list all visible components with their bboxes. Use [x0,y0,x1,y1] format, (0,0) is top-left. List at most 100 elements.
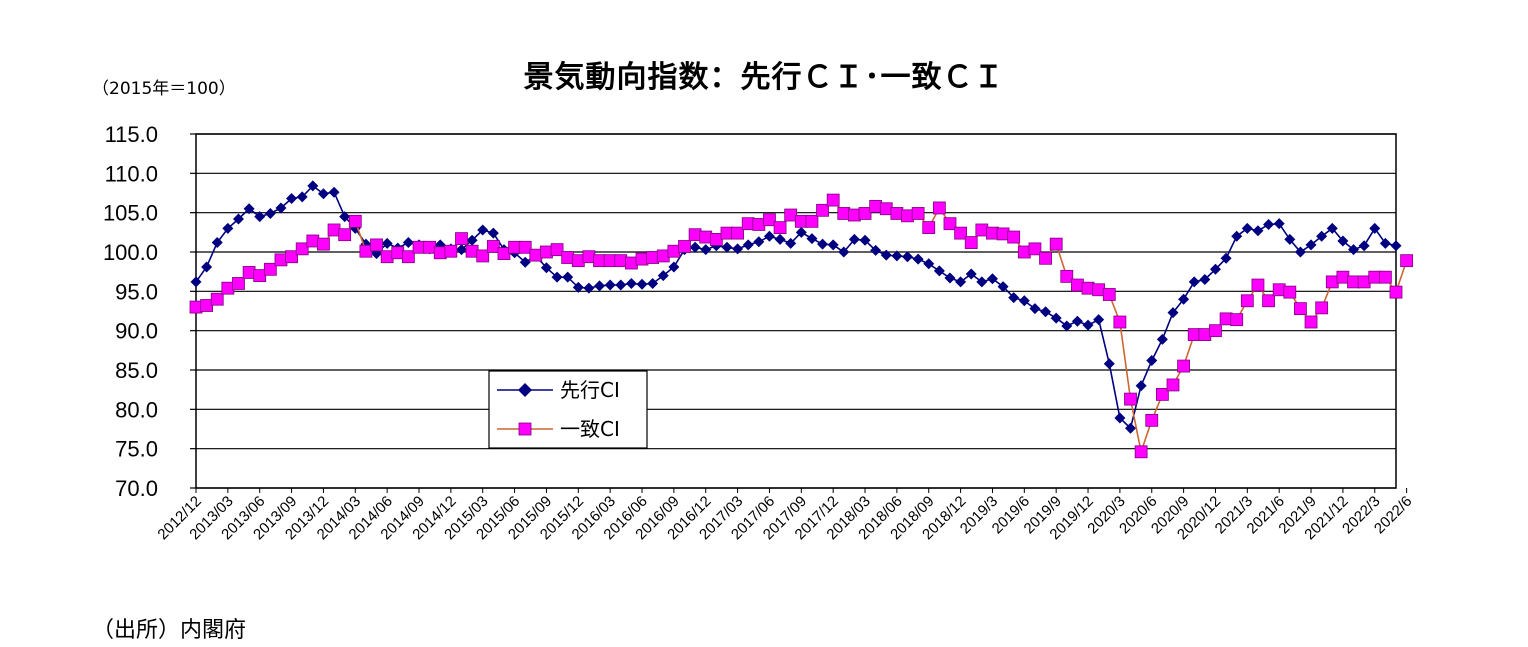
data-point-coincident [784,208,798,222]
y-tick-label: 70.0 [115,476,158,501]
data-point-leading [923,258,935,270]
data-point-leading [965,268,977,280]
x-axis-ticks: 2012/122013/032013/062013/092013/122014/… [154,488,1415,543]
data-point-coincident [1049,237,1063,251]
data-point-coincident [1240,294,1254,308]
data-point-leading [1071,315,1083,327]
data-point-coincident [486,240,500,253]
series-coincident [189,193,1414,459]
data-point-coincident [1039,251,1052,265]
data-point-leading [1390,240,1402,252]
data-point-leading [1125,422,1137,434]
data-point-coincident [221,281,235,295]
data-point-leading [1135,380,1147,392]
data-point-coincident [561,251,575,264]
data-point-leading [222,222,234,234]
legend-box [488,370,648,449]
data-point-coincident [1357,275,1371,289]
data-point-coincident [869,199,883,213]
data-point-leading [700,244,712,256]
data-point-leading [795,226,807,238]
data-point-coincident [1113,315,1127,329]
data-point-coincident [242,266,256,279]
data-point-leading [742,239,754,251]
data-point-leading [1294,246,1306,258]
data-point-leading [455,244,467,256]
data-point-coincident [1315,301,1329,315]
data-point-leading [1358,240,1370,252]
data-point-coincident [731,226,744,240]
data-point-leading [540,262,552,274]
data-point-coincident [1272,283,1286,297]
data-point-coincident [263,262,277,276]
data-point-coincident [1304,315,1318,329]
data-point-leading [604,279,616,291]
data-point-leading [1178,293,1190,305]
data-point-leading [955,276,967,288]
data-point-leading [190,276,202,288]
data-point-coincident [837,207,851,220]
data-point-coincident [1325,275,1339,289]
data-point-leading [1188,276,1200,288]
data-point-leading [243,203,255,215]
data-point-leading [519,256,531,268]
data-point-leading [1156,333,1168,345]
data-point-leading [944,272,956,284]
data-point-leading [328,186,340,198]
data-point-coincident [911,207,925,220]
data-point-leading [466,234,478,246]
data-point-leading [732,243,744,255]
data-point-coincident [253,269,267,283]
y-tick-label: 110.0 [105,161,158,186]
data-point-leading [625,277,637,289]
series-group [189,180,1414,459]
data-point-coincident [1081,281,1095,295]
data-point-leading [647,277,659,289]
data-point-coincident [922,221,936,235]
data-point-coincident [635,252,649,266]
data-point-leading [838,246,850,258]
data-point-coincident [763,213,776,227]
data-point-coincident [285,250,298,264]
y-tick-label: 80.0 [115,397,158,422]
data-point-coincident [1017,245,1031,259]
data-point-coincident [550,243,564,257]
data-point-coincident [688,228,702,242]
data-point-leading [1326,222,1338,234]
data-point-coincident [848,208,861,222]
data-point-leading [763,230,775,242]
data-point-coincident [1060,269,1074,283]
data-point-coincident [189,300,203,314]
data-point-coincident [295,242,309,256]
data-point-coincident [964,236,978,249]
data-point-coincident [879,202,893,216]
data-point-leading [986,273,998,285]
data-point-leading [1348,244,1360,256]
data-point-coincident [720,226,734,240]
data-point-coincident [816,203,829,217]
data-point-coincident [232,277,245,290]
data-point-coincident [508,240,521,254]
data-point-coincident [975,223,989,237]
data-point-coincident [709,233,723,246]
data-point-coincident [1389,285,1403,299]
data-point-coincident [1219,312,1233,326]
data-point-coincident [444,244,458,258]
unit-note: （2015年＝100） [92,79,236,99]
data-point-leading [1018,295,1030,307]
data-point-coincident [1134,445,1148,459]
data-point-leading [912,253,924,265]
data-point-coincident [497,247,511,260]
data-point-coincident [317,237,330,251]
y-axis-ticks: 115.0 110.0 105.0 100.0 95.0 90.0 85.0 80.0 75.0… [103,122,158,501]
data-point-coincident [529,248,543,262]
gridlines [190,133,1397,489]
data-point-coincident [200,299,214,312]
data-point-leading [891,250,903,262]
y-tick-label: 100.0 [103,240,158,265]
data-point-coincident [1400,254,1414,268]
data-point-coincident [338,228,352,242]
data-point-leading [1284,233,1296,245]
data-point-coincident [1198,328,1212,342]
data-point-coincident [370,238,383,252]
